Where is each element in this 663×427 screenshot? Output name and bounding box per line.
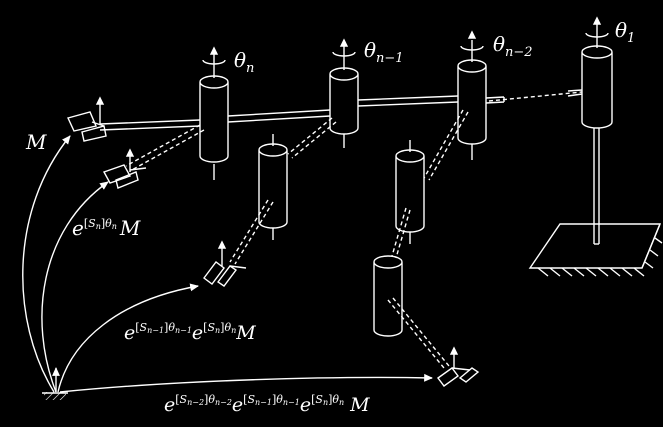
home-links: [99, 95, 459, 131]
world-frame: [42, 367, 68, 400]
label-theta-n-2: θn−2: [493, 32, 533, 60]
label-transform-n-2: e[Sn−2]θn−2e[Sn−1]θn−1e[Sn]θn M: [164, 393, 370, 416]
label-theta-n: θn: [234, 48, 255, 76]
end-effector-3: [203, 240, 247, 287]
end-effector-2: [102, 148, 147, 189]
end-effector-4: [437, 346, 480, 387]
link-dashed-5: [423, 109, 469, 181]
label-theta-n-1: θn−1: [364, 38, 404, 66]
transform-arrows: [22, 135, 433, 393]
end-effector-home: [67, 96, 107, 142]
label-transform-n: e[Sn]θn M: [72, 216, 141, 240]
joint-n-1-cylinder: [329, 38, 359, 148]
link-stub-1: [567, 89, 583, 97]
label-transform-n-1: e[Sn−1]θn−1e[Sn]θnM: [124, 321, 256, 344]
base-post: [593, 128, 600, 245]
link-dashed-6: [391, 207, 411, 259]
joint-n-copy-2: [373, 255, 403, 337]
joint-n-2-cylinder: [457, 30, 505, 160]
label-theta-1: θ1: [615, 18, 636, 46]
label-m: M: [26, 130, 47, 154]
link-dashed-4: [229, 199, 274, 265]
link-dashed-2: [125, 124, 205, 172]
joint-n-cylinder: [199, 46, 229, 180]
joint-n-copy-1: [258, 134, 288, 240]
link-dashed-3: [287, 117, 337, 159]
link-dashed-7: [387, 297, 450, 369]
joint-n-1-copy: [395, 140, 425, 244]
joint-1-cylinder: [581, 16, 613, 129]
ground-base: [528, 223, 663, 277]
